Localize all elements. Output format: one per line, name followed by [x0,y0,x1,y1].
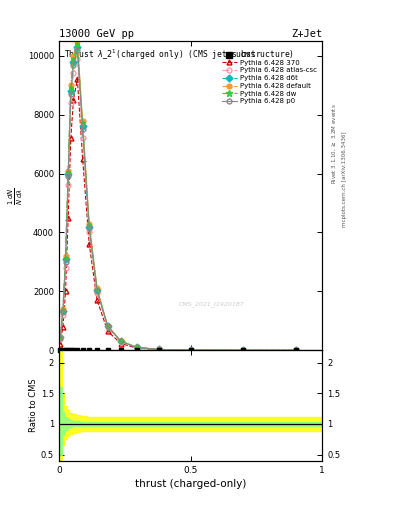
Text: Z+Jet: Z+Jet [291,29,322,39]
Text: CMS_2021_I1920187: CMS_2021_I1920187 [179,301,244,307]
X-axis label: thrust (charged-only): thrust (charged-only) [135,479,246,489]
Text: Rivet 3.1.10, $\geq$ 3.2M events: Rivet 3.1.10, $\geq$ 3.2M events [330,103,338,184]
Legend: CMS, Pythia 6.428 370, Pythia 6.428 atlas-csc, Pythia 6.428 d6t, Pythia 6.428 de: CMS, Pythia 6.428 370, Pythia 6.428 atla… [220,51,319,106]
Text: mcplots.cern.ch [arXiv:1306.3436]: mcplots.cern.ch [arXiv:1306.3436] [342,132,347,227]
Y-axis label: $\frac{1}{N}\frac{dN}{d\lambda}$: $\frac{1}{N}\frac{dN}{d\lambda}$ [7,187,25,204]
Text: Thrust $\lambda\_2^1$(charged only) (CMS jet substructure): Thrust $\lambda\_2^1$(charged only) (CMS… [64,47,294,61]
Y-axis label: Ratio to CMS: Ratio to CMS [29,379,38,432]
Text: 13000 GeV pp: 13000 GeV pp [59,29,134,39]
